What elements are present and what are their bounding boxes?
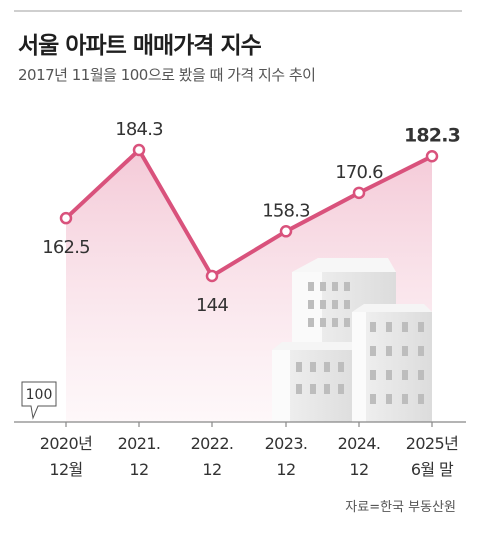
baseline-label: 100 <box>26 387 53 403</box>
x-tick-label: 6월 말 <box>411 460 454 479</box>
data-point <box>279 225 293 238</box>
x-tick-label: 2024. <box>338 434 381 453</box>
value-label: 158.3 <box>262 200 310 221</box>
x-tick-label: 12 <box>276 460 295 479</box>
data-points <box>59 143 439 283</box>
data-point <box>205 269 219 283</box>
data-point <box>59 211 73 225</box>
value-label: 162.5 <box>42 237 90 258</box>
x-tick-label: 12 <box>202 460 221 479</box>
x-tick-label: 12월 <box>49 460 82 479</box>
top-divider <box>14 10 462 12</box>
x-tick-label: 2022. <box>191 434 234 453</box>
data-point <box>352 186 366 200</box>
chart-title: 서울 아파트 매매가격 지수 <box>18 33 262 59</box>
baseline-marker: 100 <box>21 381 57 420</box>
data-point <box>132 143 146 157</box>
x-tick-label: 12 <box>129 460 148 479</box>
chart-subtitle: 2017년 11월을 100으로 봤을 때 가격 지수 추이 <box>18 66 316 84</box>
x-ticks <box>65 422 433 427</box>
value-labels: 162.5 184.3 144 158.3 170.6 182.3 <box>42 119 461 316</box>
value-label: 170.6 <box>335 162 383 183</box>
source-note: 자료=한국 부동산원 <box>345 500 456 515</box>
value-label: 144 <box>196 295 228 316</box>
building-illustration <box>272 258 432 422</box>
value-label: 184.3 <box>115 119 163 140</box>
x-tick-label: 2025년 <box>406 434 458 453</box>
data-point <box>425 150 439 163</box>
value-label: 182.3 <box>404 124 460 146</box>
series-line <box>64 148 434 278</box>
x-tick-label: 2021. <box>118 434 161 453</box>
x-tick-labels: 2020년 12월 2021. 12 2022. 12 2023. 12 2024. 12 2025… <box>40 434 459 479</box>
x-tick-label: 2023. <box>265 434 308 453</box>
x-tick-label: 2020년 <box>40 434 92 453</box>
x-tick-label: 12 <box>349 460 368 479</box>
